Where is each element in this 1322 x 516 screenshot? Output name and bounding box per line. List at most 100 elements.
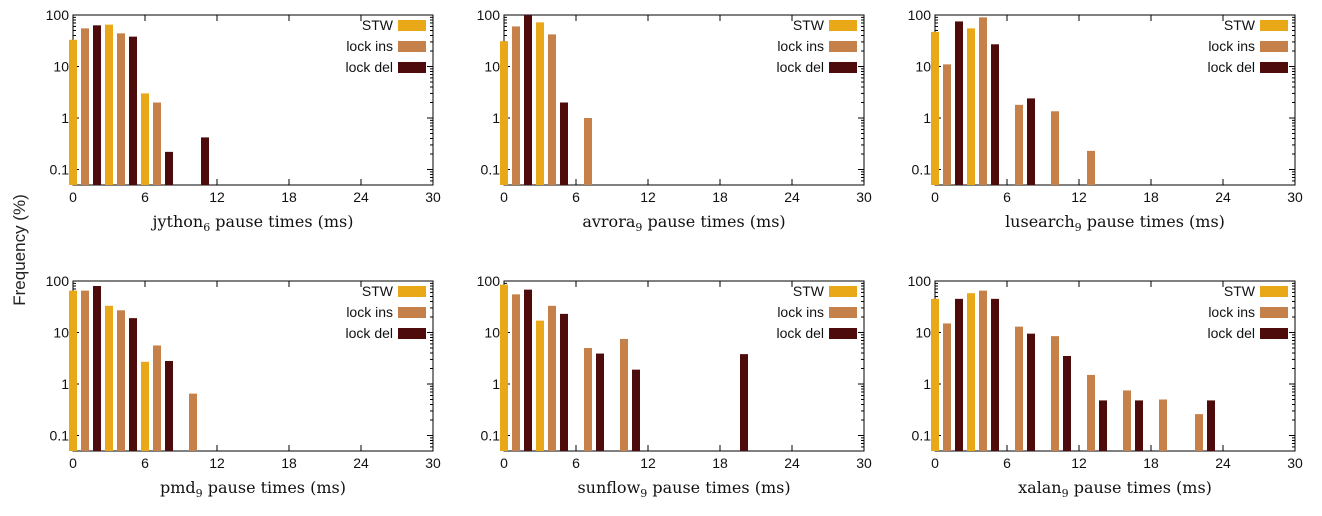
bar-stw: [141, 93, 149, 185]
bar-lock-ins: [512, 26, 520, 186]
legend-label: STW: [1224, 17, 1256, 33]
benchmark-subscript: 9: [195, 487, 203, 501]
panel-pmd: 0.1 1 10 100 0 6 12 18 24 30 STW lock ins lock del p…: [0, 266, 441, 516]
bar-lock-ins: [979, 17, 987, 185]
chart-pmd-svg: 0.1 1 10 100 0 6 12 18 24 30 STW lock ins lock del: [46, 273, 441, 471]
legend-label: lock ins: [777, 38, 824, 54]
legend-swatch: [398, 62, 426, 73]
legend-label: STW: [362, 17, 394, 33]
bar-stw: [967, 293, 975, 451]
legend-label: STW: [793, 283, 825, 299]
x-axis-label: pmd9 pause times (ms): [73, 478, 433, 500]
x-tick-label: 0: [931, 189, 939, 205]
x-axis-label: lusearch9 pause times (ms): [935, 212, 1295, 234]
x-tick-label: 12: [640, 189, 656, 205]
bar-lock-del: [955, 21, 963, 185]
bar-lock-del: [165, 360, 173, 451]
x-tick-label: 6: [1003, 455, 1011, 471]
legend-label: STW: [362, 283, 394, 299]
legend-label: lock ins: [346, 304, 393, 320]
benchmark-subscript: 9: [635, 221, 643, 235]
x-tick-label: 24: [1215, 455, 1231, 471]
bar-lock-ins: [1195, 414, 1203, 451]
x-tick-label: 12: [640, 455, 656, 471]
x-tick-label: 24: [353, 455, 369, 471]
legend-label: lock del: [346, 59, 393, 75]
x-tick-label: 30: [1287, 455, 1303, 471]
y-tick-label: 0.1: [50, 161, 70, 177]
x-tick-label: 6: [572, 189, 580, 205]
benchmark-name: lusearch: [1005, 212, 1075, 231]
bar-stw: [69, 290, 77, 451]
legend-swatch: [829, 286, 857, 297]
bar-lock-ins: [584, 348, 592, 451]
x-tick-label: 18: [712, 455, 728, 471]
bar-lock-ins: [979, 290, 987, 451]
bar-lock-ins: [1159, 399, 1167, 451]
bar-lock-ins: [1087, 150, 1095, 185]
bar-lock-ins: [548, 34, 556, 185]
bar-lock-ins: [81, 28, 89, 186]
bar-lock-ins: [943, 323, 951, 451]
panel-xalan: 0.1 1 10 100 0 6 12 18 24 30 STW lock ins lock del x…: [862, 266, 1303, 516]
bar-lock-del: [632, 369, 640, 451]
x-tick-label: 6: [572, 455, 580, 471]
legend-swatch: [829, 41, 857, 52]
legend-label: lock del: [346, 325, 393, 341]
bar-lock-ins: [584, 117, 592, 185]
y-tick-label: 100: [477, 7, 501, 23]
y-tick-label: 0.1: [912, 427, 932, 443]
x-tick-label: 12: [209, 189, 225, 205]
legend-swatch: [1260, 62, 1288, 73]
benchmark-subscript: 9: [640, 487, 648, 501]
bar-lock-del: [1099, 400, 1107, 451]
legend-swatch: [1260, 328, 1288, 339]
bar-lock-del: [1207, 400, 1215, 451]
x-tick-label: 30: [856, 189, 872, 205]
bar-lock-del: [1135, 400, 1143, 451]
bar-lock-del: [740, 354, 748, 451]
x-tick-label: 30: [425, 455, 441, 471]
bar-lock-ins: [1087, 374, 1095, 451]
legend-label: STW: [1224, 283, 1256, 299]
x-axis-unit: pause times (ms): [1086, 212, 1225, 231]
x-tick-label: 6: [141, 189, 149, 205]
bar-lock-del: [1063, 355, 1071, 451]
x-tick-label: 30: [856, 455, 872, 471]
bar-lock-ins: [1051, 336, 1059, 451]
x-tick-label: 18: [712, 189, 728, 205]
x-tick-label: 0: [500, 455, 508, 471]
legend-swatch: [1260, 41, 1288, 52]
x-tick-label: 0: [931, 455, 939, 471]
bar-stw: [500, 41, 508, 186]
bar-stw: [931, 298, 939, 451]
x-axis-label: sunflow9 pause times (ms): [504, 478, 864, 500]
bar-stw: [500, 284, 508, 451]
bar-lock-del: [524, 289, 532, 451]
bar-lock-ins: [1015, 104, 1023, 185]
legend-swatch: [1260, 20, 1288, 31]
bar-lock-del: [165, 151, 173, 185]
y-tick-label: 100: [46, 273, 70, 289]
benchmark-name: sunflow: [577, 478, 641, 497]
bar-stw: [105, 305, 113, 451]
chart-xalan-svg: 0.1 1 10 100 0 6 12 18 24 30 STW lock ins lock del: [908, 273, 1303, 471]
chart-jython-svg: 0.1 1 10 100 0 6 12 18 24 30 STW lock ins lock del: [46, 7, 441, 205]
bar-lock-ins: [1051, 111, 1059, 185]
y-tick-label: 100: [477, 273, 501, 289]
bar-lock-del: [955, 298, 963, 451]
bar-stw: [967, 28, 975, 186]
y-tick-label: 10: [484, 324, 500, 340]
x-tick-label: 12: [1071, 189, 1087, 205]
y-tick-label: 1: [61, 110, 69, 126]
bar-lock-ins: [548, 305, 556, 451]
bar-stw: [931, 31, 939, 185]
bar-lock-ins: [1123, 390, 1131, 451]
panel-lusearch: 0.1 1 10 100 0 6 12 18 24 30 STW lock ins lock del l…: [862, 0, 1303, 250]
bar-lock-ins: [117, 310, 125, 451]
legend-label: lock del: [777, 325, 824, 341]
x-tick-label: 24: [1215, 189, 1231, 205]
bar-lock-del: [524, 15, 532, 185]
bar-lock-ins: [943, 64, 951, 185]
bar-lock-del: [560, 313, 568, 451]
